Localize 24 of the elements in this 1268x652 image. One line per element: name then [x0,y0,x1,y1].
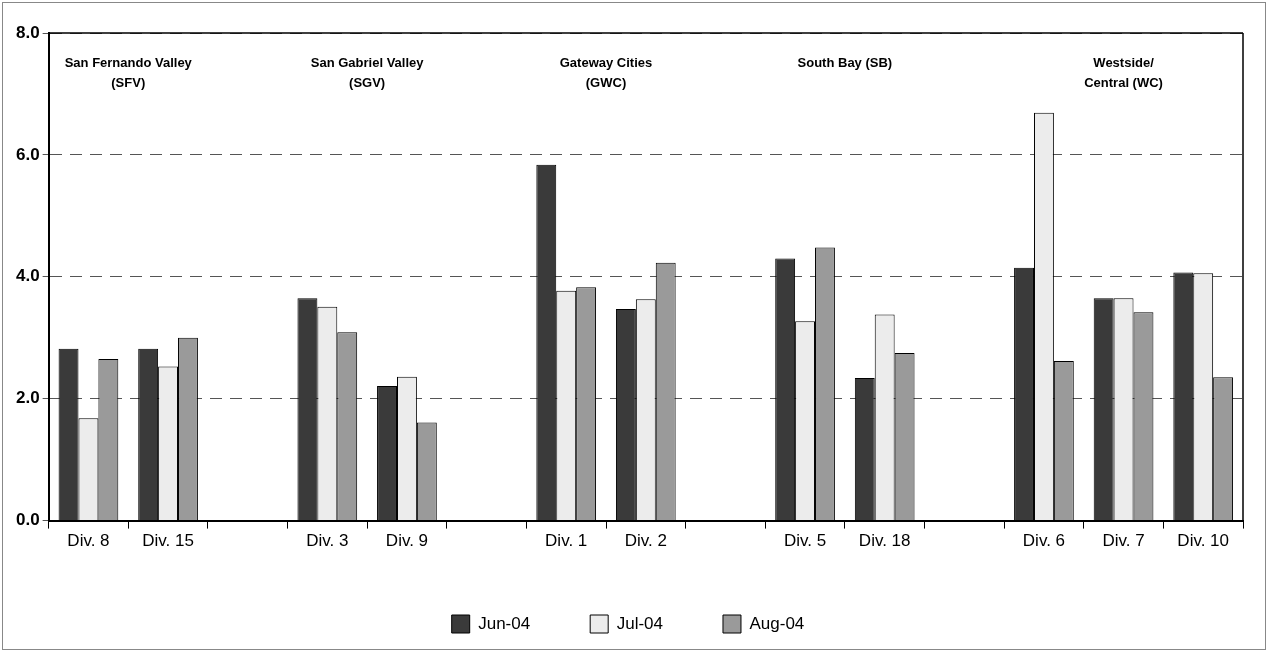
annotation: San Gabriel Valley (SGV) [310,55,425,91]
annotation: Gateway Cities (GWC) [559,55,653,91]
x-tick-label: Div. 10 [1177,531,1230,551]
x-tick-label: Div. 15 [142,531,194,551]
y-tick-label: 4.0 [15,266,40,286]
annotation: San Fernando Valley (SFV) [64,55,193,91]
legend-label: Jun-04 [478,613,531,633]
annotation: Westside/ Central (WC) [1084,55,1163,91]
x-tick-label: Div. 7 [1102,531,1145,551]
x-tick-label: Div. 9 [385,531,429,551]
x-tick-label: Div. 6 [1022,531,1066,551]
x-tick-label: Div. 5 [783,531,827,551]
y-tick-label: 6.0 [15,144,40,164]
x-tick-label: Div. 2 [624,531,667,551]
y-tick-label: 8.0 [15,22,40,42]
x-tick-label: Div. 18 [858,531,911,551]
y-tick-label: 2.0 [15,388,40,408]
annotation: South Bay (SB) [797,55,893,71]
x-tick-label: Div. 3 [306,531,349,551]
y-tick-label: 0.0 [15,510,40,530]
legend-label: Jul-04 [616,613,663,633]
x-tick-label: Div. 8 [67,531,110,551]
legend-label: Aug-04 [749,613,805,633]
x-tick-label: Div. 1 [545,531,588,551]
